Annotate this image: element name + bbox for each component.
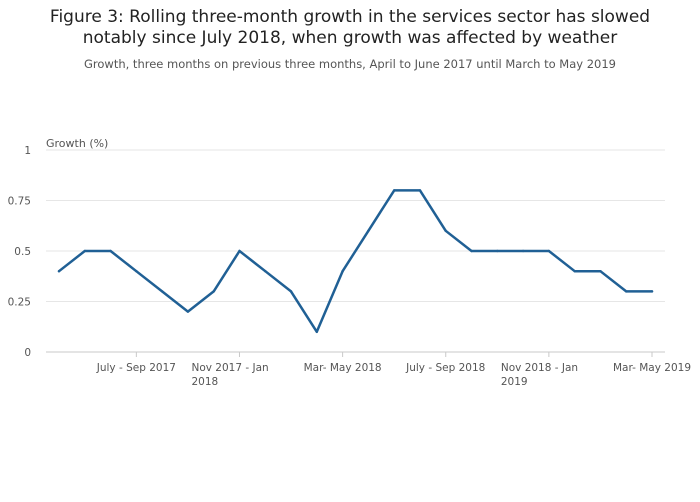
y-tick-label: 1 — [24, 145, 31, 157]
data-point — [83, 249, 86, 253]
series-layer — [57, 189, 654, 334]
data-point — [521, 249, 525, 253]
x-tick-label: Nov 2018 - Jan 2019 — [501, 362, 578, 388]
data-point — [289, 290, 293, 293]
data-point — [315, 330, 319, 333]
data-point — [418, 189, 422, 192]
data-point — [238, 249, 241, 253]
y-tick-label: 0.25 — [8, 297, 31, 309]
data-point — [470, 249, 473, 253]
data-point — [650, 290, 654, 293]
data-point — [160, 290, 164, 293]
data-point — [367, 229, 370, 232]
data-point — [109, 249, 112, 253]
x-axis-ticks: July - Sep 2017 Nov 2017 - Jan 2018 Mar- Ma… — [96, 352, 691, 388]
data-point — [186, 310, 190, 313]
x-tick-label: July - Sep 2017 — [96, 362, 176, 374]
data-point — [341, 270, 344, 273]
y-tick-label: 0 — [24, 347, 31, 359]
gridlines — [46, 149, 665, 302]
data-point — [444, 229, 447, 232]
data-point — [264, 270, 267, 273]
y-tick-label: 0.5 — [14, 246, 31, 258]
y-axis-label: Growth (%) — [46, 137, 108, 150]
data-point — [212, 290, 215, 293]
data-point — [496, 249, 499, 253]
x-tick-label: Mar- May 2018 — [304, 362, 382, 374]
data-point — [135, 270, 138, 273]
x-tick-label: July - Sep 2018 — [405, 362, 485, 374]
x-tick-label: Mar- May 2019 — [613, 362, 691, 374]
x-tick-label: Nov 2017 - Jan 2018 — [191, 362, 268, 388]
y-axis-ticks: 0 0.25 0.5 0.75 1 — [8, 145, 31, 359]
chart-subtitle: Growth, three months on previous three m… — [84, 57, 616, 71]
data-point — [547, 249, 551, 253]
data-point — [625, 290, 628, 293]
y-tick-label: 0.75 — [8, 196, 31, 208]
data-point — [573, 270, 576, 273]
series-line — [57, 189, 654, 334]
data-point — [599, 270, 602, 273]
data-point — [57, 270, 61, 273]
data-point — [392, 189, 396, 192]
chart-title: Figure 3: Rolling three-month growth in … — [49, 7, 651, 48]
